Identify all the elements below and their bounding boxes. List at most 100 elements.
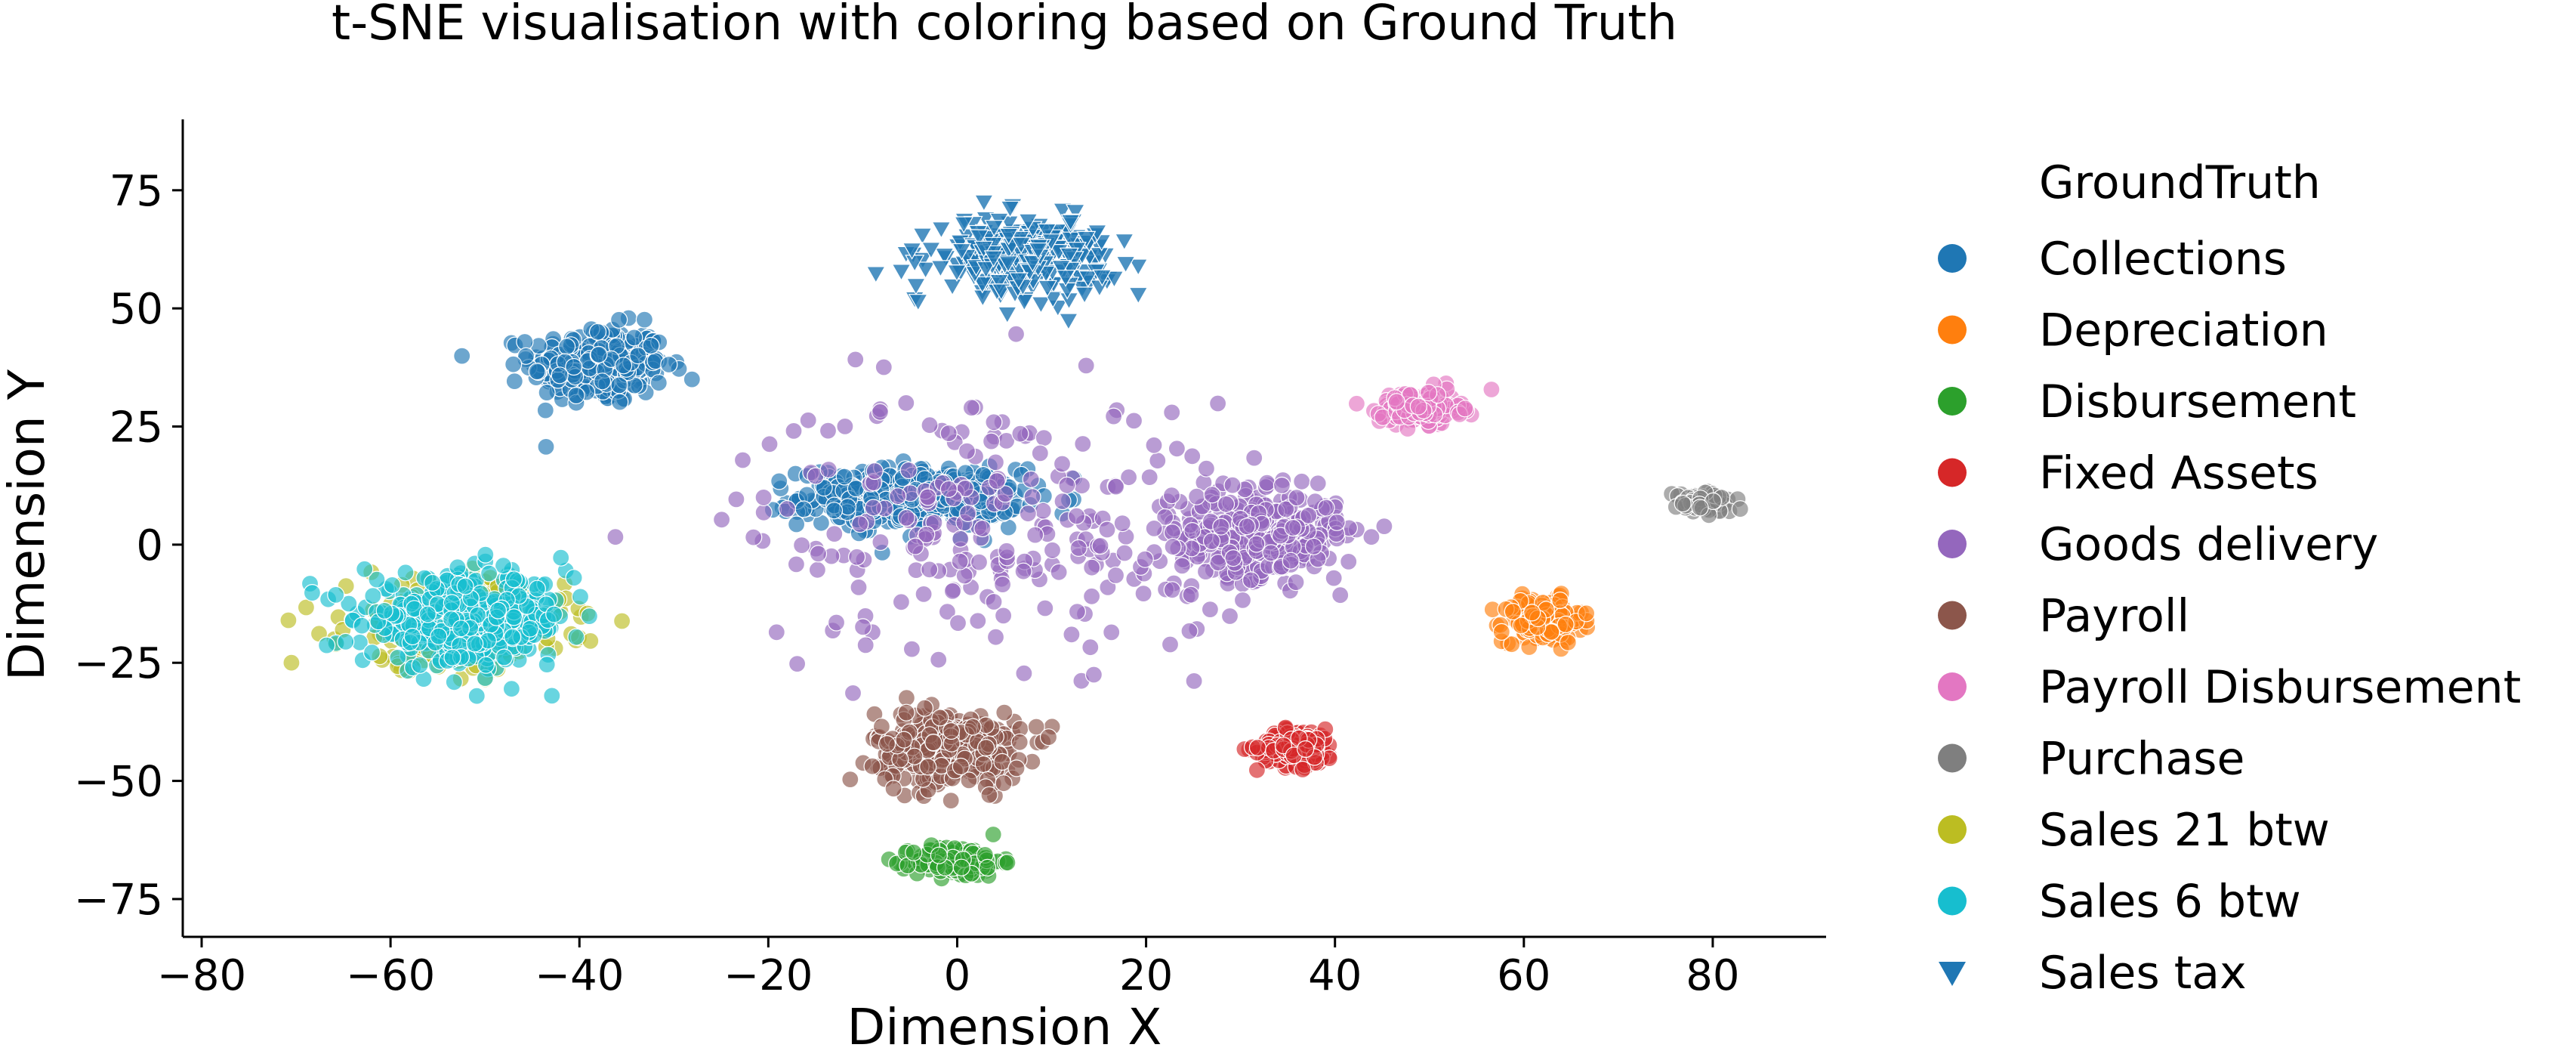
point-collections (588, 323, 607, 341)
point-collections (614, 357, 633, 375)
point-sales-tax (984, 220, 1004, 237)
point-sales-tax (1008, 272, 1029, 290)
point-goods-delivery (865, 462, 884, 481)
point-sales-21-btw (282, 654, 301, 672)
point-goods-delivery (1183, 521, 1202, 540)
point-goods-delivery (918, 525, 936, 544)
point-payroll (897, 703, 915, 722)
point-goods-delivery (986, 628, 1005, 646)
point-disbursement (952, 858, 970, 876)
point-sales-tax (973, 194, 994, 212)
y-axis-label: Dimension Y (0, 369, 56, 681)
point-goods-delivery (853, 618, 872, 636)
point-depreciation (1551, 591, 1569, 610)
point-sales-6-btw (411, 656, 429, 674)
legend-marker-payroll-disbursement (1938, 672, 1967, 701)
point-collections (835, 468, 853, 486)
point-goods-delivery (959, 504, 977, 523)
point-goods-delivery (856, 636, 875, 654)
point-goods-delivery (1202, 532, 1221, 551)
point-sales-21-btw (297, 598, 315, 617)
point-goods-delivery (939, 424, 958, 443)
point-goods-delivery (902, 640, 921, 658)
point-goods-delivery (825, 524, 844, 543)
point-sales-tax (1052, 202, 1073, 221)
point-collections (453, 347, 471, 365)
point-goods-delivery (1043, 541, 1062, 559)
point-goods-delivery (1053, 455, 1072, 473)
point-goods-delivery (875, 358, 893, 376)
point-sales-tax (1065, 204, 1086, 221)
y-tick-label: 25 (110, 403, 163, 453)
point-payroll (895, 731, 913, 749)
point-payroll (897, 689, 916, 707)
point-sales-tax (975, 211, 996, 229)
point-sales-6-btw (489, 601, 507, 620)
point-sales-6-btw (445, 673, 463, 691)
point-sales-tax (1018, 213, 1038, 231)
point-goods-delivery (850, 578, 868, 597)
point-fixed-assets (1294, 760, 1312, 779)
point-goods-delivery (864, 499, 883, 517)
point-goods-delivery (1212, 518, 1230, 536)
point-goods-delivery (1014, 562, 1032, 580)
point-sales-6-btw (396, 564, 415, 582)
point-payroll (1010, 733, 1029, 751)
point-goods-delivery (949, 613, 967, 632)
point-disbursement (984, 825, 1002, 844)
point-goods-delivery (1149, 452, 1167, 470)
point-goods-delivery (1054, 492, 1072, 511)
point-sales-6-btw (469, 606, 487, 624)
point-goods-delivery (847, 548, 866, 566)
x-tick-label: 80 (1686, 951, 1739, 1000)
point-collections (609, 311, 628, 329)
point-sales-6-btw (375, 601, 393, 620)
point-sales-tax (1028, 243, 1048, 260)
point-sales-6-btw (528, 579, 546, 598)
point-goods-delivery (1223, 476, 1242, 494)
point-goods-delivery (1140, 468, 1158, 487)
x-tick-label: 40 (1308, 951, 1362, 1000)
point-collections (625, 329, 643, 347)
legend-label-payroll: Payroll (2039, 590, 2189, 643)
point-sales-6-btw (545, 605, 563, 623)
point-sales-tax (1076, 230, 1097, 249)
point-sales-6-btw (567, 628, 585, 646)
point-sales-6-btw (356, 560, 374, 578)
point-sales-tax (954, 216, 974, 234)
point-payroll (976, 738, 995, 757)
point-collections (611, 393, 629, 411)
point-sales-6-btw (383, 576, 402, 595)
point-goods-delivery (998, 542, 1016, 560)
point-payroll (993, 753, 1011, 771)
point-goods-delivery (1309, 474, 1327, 493)
point-sales-6-btw (477, 656, 495, 674)
point-goods-delivery (1317, 499, 1335, 517)
point-goods-delivery (1007, 325, 1026, 343)
point-sales-6-btw (443, 594, 461, 612)
point-payroll (841, 770, 859, 789)
point-goods-delivery (982, 432, 1001, 450)
point-collections (787, 515, 806, 533)
point-goods-delivery (799, 411, 817, 429)
point-depreciation (1522, 604, 1541, 622)
point-goods-delivery (871, 403, 890, 421)
point-goods-delivery (1124, 412, 1143, 430)
point-goods-delivery (994, 607, 1013, 625)
point-payroll (942, 791, 960, 810)
point-sales-tax (952, 243, 972, 261)
point-sales-6-btw (565, 569, 583, 587)
legend-marker-depreciation (1938, 315, 1967, 345)
point-goods-delivery (1288, 489, 1306, 507)
point-goods-delivery (906, 537, 924, 555)
point-collections (565, 357, 583, 376)
point-payroll (919, 758, 937, 776)
point-goods-delivery (1106, 566, 1125, 585)
point-sales-tax (991, 283, 1011, 301)
point-goods-delivery (1287, 573, 1305, 592)
point-sales-6-btw (502, 680, 521, 698)
point-goods-delivery (1134, 584, 1152, 603)
point-sales-tax (1037, 280, 1058, 298)
point-sales-6-btw (340, 595, 358, 613)
